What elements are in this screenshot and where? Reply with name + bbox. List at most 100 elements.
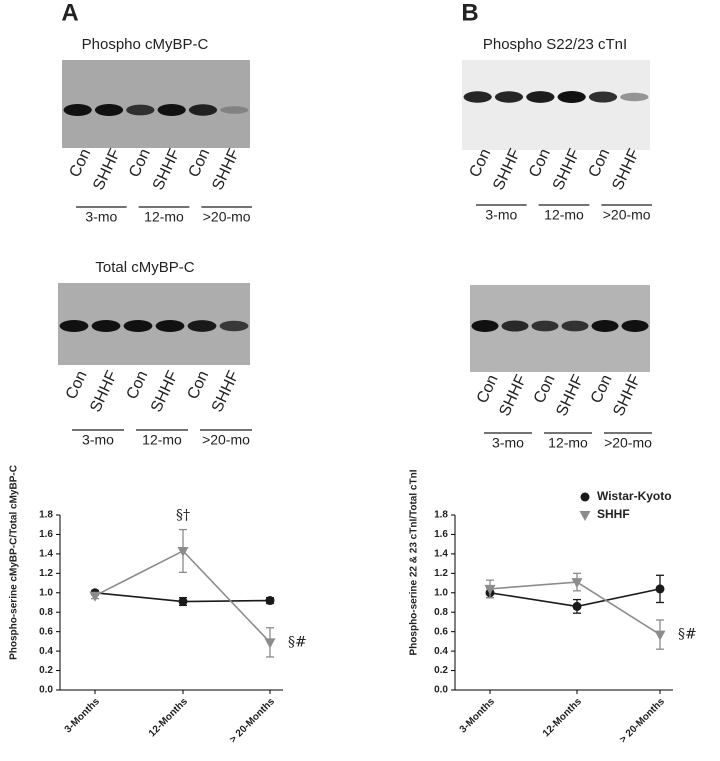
lane-label: Con — [67, 146, 95, 180]
lane-label: SHHF — [209, 368, 243, 415]
panel-label: A — [61, 0, 78, 26]
lane-label: Con — [124, 368, 152, 402]
blot-band — [187, 320, 217, 332]
annotation: §† — [176, 508, 190, 524]
lane-label: SHHF — [87, 368, 121, 415]
group-label: 3-mo — [85, 209, 117, 225]
lane-label: Con — [467, 146, 495, 180]
blot-band — [501, 320, 529, 332]
blot-band — [63, 104, 92, 116]
group-label: 12-mo — [544, 207, 584, 223]
lane-label: Con — [531, 372, 559, 406]
y-tick-label: 0.6 — [39, 626, 53, 637]
group-label: 12-mo — [548, 435, 588, 451]
lane-label: SHHF — [496, 372, 530, 419]
lane-label: SHHF — [550, 146, 584, 193]
y-tick-label: 1.0 — [434, 587, 448, 598]
lane-label: SHHF — [90, 146, 124, 193]
group-label: >20-mo — [203, 209, 251, 225]
data-point — [580, 492, 590, 502]
group-label: 12-mo — [144, 209, 184, 225]
x-tick-label: > 20-Months — [618, 696, 668, 746]
lane-label: SHHF — [490, 146, 524, 193]
lane-label: SHHF — [553, 372, 587, 419]
panel-label: B — [461, 0, 478, 26]
data-point — [654, 630, 666, 641]
lane-label: SHHF — [609, 146, 643, 193]
group-label: >20-mo — [603, 207, 651, 223]
lane-label: SHHF — [610, 372, 644, 419]
y-tick-label: 0.6 — [434, 626, 448, 637]
y-tick-label: 1.2 — [39, 568, 53, 579]
blot-band — [557, 91, 586, 103]
group-label: 3-mo — [492, 435, 524, 451]
data-point — [265, 596, 275, 606]
blot-band — [188, 104, 218, 116]
annotation: §# — [288, 634, 307, 650]
blot-image — [58, 283, 250, 365]
y-tick-label: 1.0 — [39, 587, 53, 598]
blot-band — [471, 320, 499, 332]
x-tick-label: 12-Months — [147, 696, 190, 739]
data-point — [572, 601, 582, 611]
blot-band — [591, 320, 619, 332]
lane-label: Con — [184, 368, 212, 402]
data-point — [178, 597, 188, 607]
legend-label: SHHF — [597, 507, 630, 521]
y-tick-label: 0.8 — [39, 607, 53, 618]
y-tick-label: 1.6 — [39, 529, 53, 540]
y-axis-label: Phospho-serine cMyBP-C/Total cMyBP-C — [9, 465, 20, 660]
blot-band — [494, 91, 524, 103]
group-label: 3-mo — [485, 207, 517, 223]
y-axis-label: Phospho-serine 22 & 23 cTnI/Total cTnI — [409, 469, 420, 655]
y-tick-label: 0.0 — [39, 685, 53, 696]
y-tick-label: 0.4 — [39, 646, 53, 657]
x-tick-label: 12-Months — [541, 696, 584, 739]
group-label: >20-mo — [202, 432, 250, 448]
blot-band — [157, 104, 186, 116]
y-tick-label: 1.4 — [39, 549, 53, 560]
group-label: 12-mo — [142, 432, 182, 448]
legend-label: Wistar-Kyoto — [597, 489, 672, 503]
blot-band — [588, 91, 618, 103]
blot-title: Total cMyBP-C — [95, 259, 194, 276]
data-point — [579, 511, 591, 521]
blot-image — [62, 60, 250, 148]
data-point — [264, 638, 276, 649]
blot-band — [59, 320, 89, 332]
y-tick-label: 0.2 — [39, 665, 53, 676]
y-tick-label: 0.4 — [434, 646, 448, 657]
blot-title: Phospho cMyBP-C — [82, 36, 209, 53]
blot-band — [463, 91, 492, 103]
data-point — [655, 584, 665, 594]
lane-label: Con — [186, 146, 214, 180]
lane-label: Con — [526, 146, 554, 180]
lane-label: Con — [126, 146, 154, 180]
blot-band — [526, 91, 555, 103]
lane-label: Con — [63, 368, 91, 402]
y-tick-label: 1.4 — [434, 549, 448, 560]
lane-label: SHHF — [209, 146, 243, 193]
blot-title: Phospho S22/23 cTnI — [483, 36, 627, 53]
lane-label: SHHF — [150, 146, 184, 193]
blot-band — [220, 106, 249, 114]
blot-image — [462, 60, 650, 150]
blot-band — [620, 92, 649, 102]
blot-band — [126, 104, 155, 116]
lane-label: SHHF — [148, 368, 182, 415]
data-point — [177, 546, 189, 557]
data-point — [89, 591, 101, 602]
y-tick-label: 0.2 — [434, 665, 448, 676]
blot-image — [470, 285, 650, 372]
group-label: >20-mo — [604, 435, 652, 451]
annotation: §# — [678, 627, 697, 643]
blot-band — [531, 320, 559, 332]
y-tick-label: 0.0 — [434, 685, 448, 696]
blot-band — [155, 320, 185, 332]
blot-band — [219, 320, 249, 332]
y-tick-label: 0.8 — [434, 607, 448, 618]
lane-label: Con — [474, 372, 502, 406]
lane-label: Con — [588, 372, 616, 406]
blot-band — [123, 320, 153, 332]
